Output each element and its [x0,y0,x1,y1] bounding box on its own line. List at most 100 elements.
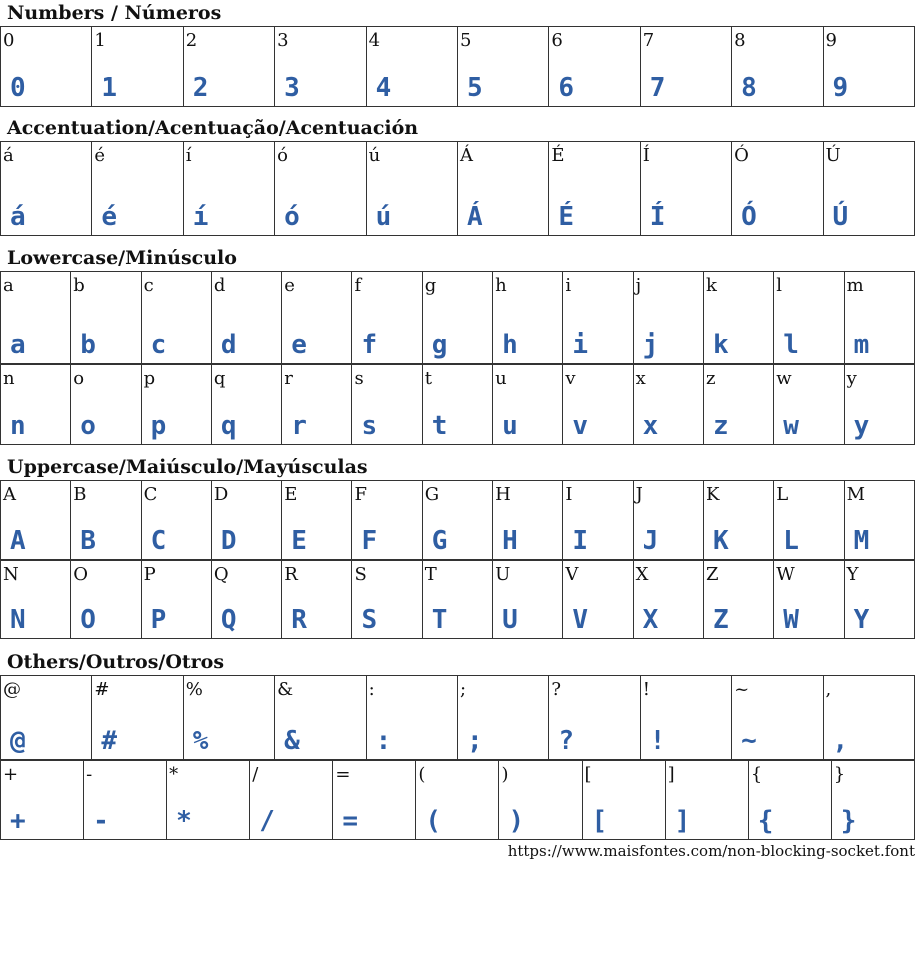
glyph-cell: ?? [548,675,641,760]
glyph-sample: + [10,806,26,836]
glyph-sample: Q [220,605,237,635]
character-label: z [705,368,716,389]
character-label: ) [501,764,509,785]
glyph-sample: M [853,526,870,556]
glyph-sample: 9 [832,73,849,103]
character-label: t [424,368,433,389]
glyph-sample: X [642,605,659,635]
character-label: 7 [642,30,655,51]
character-label: G [424,484,440,505]
character-label: q [213,368,226,389]
glyph-sample: G [431,526,448,556]
character-label: p [143,368,156,389]
glyph-cell: }} [830,760,916,840]
glyph-sample: D [220,526,237,556]
character-label: / [252,764,259,785]
glyph-sample: m [853,330,870,360]
glyph-cell: -- [83,760,168,840]
character-label: l [776,275,783,296]
glyph-sample: & [284,726,300,756]
glyph-sample: ó [284,202,300,232]
glyph-sample: K [712,526,729,556]
glyph-sample: q [220,411,237,441]
glyph-sample: : [375,726,392,756]
glyph-sample: o [80,411,96,441]
character-label: Í [642,145,650,166]
character-label: W [776,564,795,585]
glyph-sample: @ [10,726,26,756]
glyph-sample: - [93,806,109,836]
character-label: I [565,484,573,505]
character-label: - [86,764,93,785]
character-label: Ú [825,145,841,166]
glyph-cell-content: ~ ~ [732,676,822,759]
character-label: B [73,484,87,505]
glyph-cell-content: * * [167,761,249,839]
character-label: y [846,368,857,389]
glyph-cell: !! [639,675,733,760]
character-label: S [354,564,367,585]
glyph-sample: g [431,330,448,360]
glyph-sample: Z [712,605,729,635]
character-label: á [3,145,14,166]
glyph-sample: ) [508,806,525,836]
character-label: @ [3,679,21,700]
character-label: ( [418,764,426,785]
character-label: [ [584,764,592,785]
glyph-sample: Ó [741,202,757,232]
character-label: c [143,275,154,296]
glyph-sample: 6 [558,73,574,103]
glyph-sample: 7 [649,73,666,103]
glyph-sample: L [783,526,799,556]
glyph-sample: k [712,330,729,360]
glyph-row: + + - - * * / / = =(())[[]]{{}} [0,760,916,840]
glyph-cell: ;; [456,675,550,760]
glyph-sample: x [642,411,659,441]
glyph-sample: á [10,202,26,232]
character-label: 3 [277,30,289,51]
character-label: k [705,275,717,296]
character-label: , [825,679,832,700]
glyph-sample: W [783,605,799,635]
